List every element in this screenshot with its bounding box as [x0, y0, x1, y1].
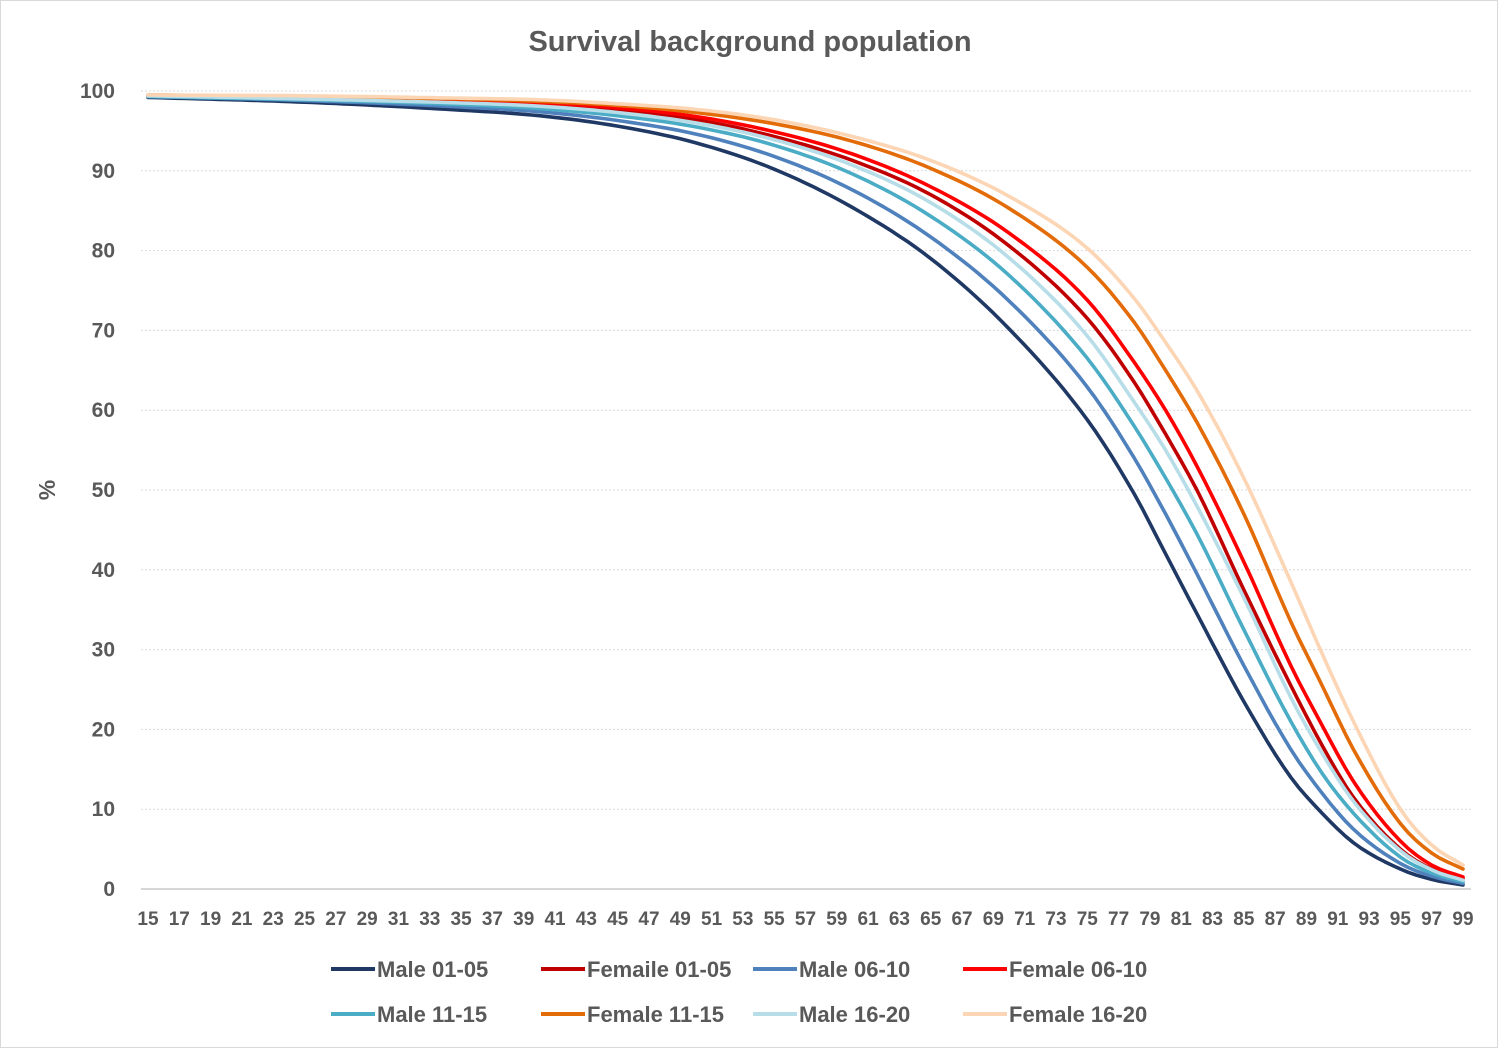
x-tick-label: 71 — [1014, 909, 1036, 930]
x-tick-label: 19 — [200, 909, 221, 930]
x-tick-label: 61 — [858, 909, 880, 930]
x-tick-label: 69 — [983, 909, 1004, 930]
y-tick-label: 70 — [92, 319, 115, 342]
x-tick-label: 63 — [889, 909, 910, 930]
chart-title: Survival background population — [528, 26, 971, 58]
series-line-male-01-05 — [146, 95, 1465, 887]
x-tick-label: 87 — [1265, 909, 1286, 930]
series-line-female-06-10 — [146, 94, 1465, 879]
y-tick-label: 30 — [92, 639, 115, 662]
y-tick-label: 100 — [80, 80, 115, 103]
x-tick-label: 21 — [231, 909, 253, 930]
legend-label: Female 16-20 — [1009, 1002, 1147, 1027]
y-tick-labels: 0 10 20 30 40 50 60 70 80 90 100 — [80, 80, 115, 901]
y-tick-label: 60 — [92, 399, 115, 422]
legend-label: Male 06-10 — [799, 957, 910, 982]
x-tick-label: 35 — [451, 909, 473, 930]
x-tick-label: 31 — [388, 909, 410, 930]
y-tick-label: 90 — [92, 160, 115, 183]
series-line-male-11-15 — [146, 94, 1465, 884]
x-tick-label: 53 — [732, 909, 753, 930]
x-tick-label: 39 — [513, 909, 534, 930]
legend-label: Male 16-20 — [799, 1002, 910, 1027]
x-tick-label: 73 — [1045, 909, 1066, 930]
x-tick-label: 43 — [576, 909, 597, 930]
x-tick-label: 81 — [1171, 909, 1193, 930]
legend-label: Female 11-15 — [587, 1002, 724, 1027]
x-tick-label: 67 — [951, 909, 972, 930]
y-axis-label: % — [34, 480, 60, 500]
x-tick-label: 41 — [544, 909, 566, 930]
x-tick-label: 77 — [1108, 909, 1129, 930]
x-tick-label: 99 — [1452, 909, 1473, 930]
x-tick-label: 47 — [638, 909, 659, 930]
series-lines — [146, 93, 1465, 887]
legend-label: Femaile 01-05 — [587, 957, 731, 982]
legend-label: Male 11-15 — [377, 1002, 487, 1027]
x-tick-label: 75 — [1077, 909, 1099, 930]
y-tick-label: 20 — [92, 718, 115, 741]
x-tick-label: 23 — [263, 909, 284, 930]
series-line-femaile-01-05 — [146, 94, 1465, 881]
x-tick-label: 93 — [1359, 909, 1380, 930]
x-tick-label: 59 — [826, 909, 847, 930]
x-tick-label: 55 — [764, 909, 786, 930]
y-tick-label: 10 — [92, 798, 115, 821]
x-tick-label: 89 — [1296, 909, 1317, 930]
x-tick-label: 85 — [1233, 909, 1255, 930]
x-tick-label: 37 — [482, 909, 503, 930]
x-tick-label: 45 — [607, 909, 629, 930]
x-tick-label: 27 — [325, 909, 346, 930]
legend: Male 01-05 Femaile 01-05 Male 06-10 Female … — [331, 957, 1147, 1027]
x-tick-label: 25 — [294, 909, 316, 930]
x-tick-label: 17 — [169, 909, 190, 930]
y-tick-label: 40 — [92, 559, 115, 582]
legend-label: Male 01-05 — [377, 957, 488, 982]
y-tick-label: 0 — [103, 878, 115, 901]
x-tick-label: 33 — [419, 909, 440, 930]
x-tick-label: 95 — [1390, 909, 1412, 930]
x-tick-label: 29 — [357, 909, 378, 930]
series-line-male-16-20 — [146, 94, 1465, 882]
y-tick-label: 80 — [92, 240, 115, 263]
x-tick-label: 49 — [670, 909, 691, 930]
x-tick-label: 83 — [1202, 909, 1223, 930]
x-tick-label: 97 — [1421, 909, 1442, 930]
legend-label: Female 06-10 — [1009, 957, 1147, 982]
x-tick-label: 57 — [795, 909, 816, 930]
gridlines — [141, 90, 1471, 890]
x-tick-label: 65 — [920, 909, 942, 930]
x-tick-label: 91 — [1327, 909, 1349, 930]
x-tick-label: 51 — [701, 909, 723, 930]
x-tick-label: 15 — [137, 909, 159, 930]
y-tick-label: 50 — [92, 479, 115, 502]
series-line-female-11-15 — [146, 93, 1465, 871]
x-tick-labels: 15 17 19 21 23 25 27 29 31 33 35 37 39 41 43 45 47 49 51 53… — [137, 909, 1473, 930]
series-line-female-16-20 — [146, 93, 1465, 867]
x-tick-label: 79 — [1139, 909, 1160, 930]
